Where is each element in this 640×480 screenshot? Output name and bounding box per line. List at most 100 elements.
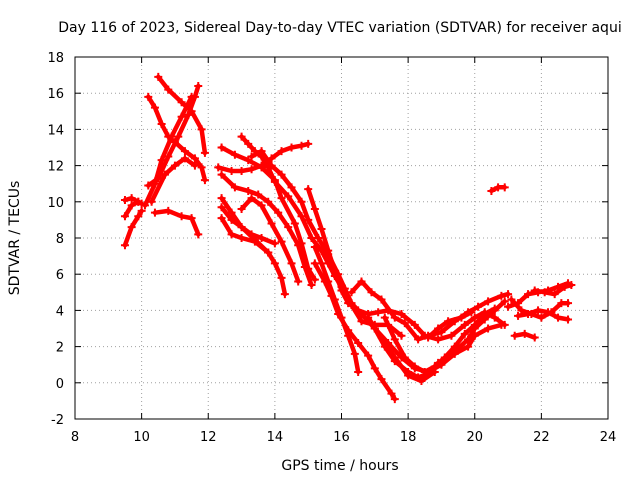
data-point-marker (147, 197, 156, 206)
data-point-marker (327, 291, 336, 300)
data-point-marker (190, 154, 199, 163)
data-point-marker (304, 185, 313, 194)
y-tick-label: 16 (47, 87, 64, 102)
data-point-marker (180, 147, 189, 156)
data-point-marker (127, 223, 136, 232)
series-arc-7 (140, 92, 196, 210)
data-point-marker (530, 333, 539, 342)
series-arc-27 (487, 183, 509, 195)
data-point-marker (540, 288, 549, 297)
series-arc-10 (217, 143, 319, 284)
data-point-marker (470, 320, 479, 329)
data-point-marker (507, 295, 516, 304)
data-point-marker (550, 290, 559, 299)
x-tick-label: 14 (267, 430, 284, 445)
y-tick-label: 10 (47, 196, 64, 211)
data-point-marker (374, 308, 383, 317)
data-point-marker (230, 183, 239, 192)
series-arc-8 (147, 154, 199, 206)
data-point-marker (237, 205, 246, 214)
data-point-marker (144, 92, 153, 101)
data-point-marker (277, 147, 286, 156)
data-point-marker (357, 317, 366, 326)
data-point-marker (310, 205, 319, 214)
data-point-marker (184, 110, 193, 119)
data-point-marker (197, 125, 206, 134)
data-point-marker (544, 308, 553, 317)
data-point-marker (257, 161, 266, 170)
data-point-marker (497, 291, 506, 300)
data-point-marker (267, 219, 276, 228)
data-point-marker (264, 248, 273, 257)
data-point-marker (390, 313, 399, 322)
data-point-marker (377, 295, 386, 304)
data-point-marker (440, 353, 449, 362)
data-point-marker (134, 197, 143, 206)
y-tick-label: 12 (47, 160, 64, 175)
series-arc-14 (217, 214, 273, 257)
data-point-marker (307, 281, 316, 290)
data-point-marker (520, 329, 529, 338)
data-point-marker (257, 147, 266, 156)
y-axis-tick-labels: -2 0 2 4 6 8 10 12 14 16 18 (47, 51, 64, 428)
data-point-marker (194, 230, 203, 239)
data-point-marker (164, 152, 173, 161)
data-point-marker (444, 317, 453, 326)
data-point-marker (250, 237, 259, 246)
data-point-marker (247, 230, 256, 239)
data-point-marker (264, 197, 273, 206)
series-arc-30 (514, 306, 573, 324)
series-arc-26 (424, 308, 476, 342)
data-point-marker (217, 170, 226, 179)
data-point-marker (144, 181, 153, 190)
data-point-marker (314, 234, 323, 242)
x-tick-label: 8 (71, 430, 79, 445)
series-line (219, 145, 318, 282)
data-point-marker (177, 112, 186, 121)
data-point-marker (320, 277, 329, 286)
data-point-marker (490, 313, 499, 322)
data-point-marker (350, 349, 359, 358)
data-point-marker (247, 165, 256, 174)
x-tick-label: 24 (600, 430, 617, 445)
series-arc-31 (530, 281, 576, 299)
x-tick-label: 10 (133, 430, 150, 445)
data-point-marker (364, 313, 373, 322)
data-point-marker (317, 224, 326, 233)
data-point-marker (197, 163, 206, 172)
data-point-marker (397, 331, 406, 340)
data-point-marker (347, 288, 356, 297)
data-point-marker (227, 215, 236, 224)
data-point-marker (157, 156, 166, 165)
data-point-marker (187, 214, 196, 223)
x-tick-label: 12 (200, 430, 217, 445)
data-point-marker (257, 201, 266, 210)
data-point-marker (277, 273, 286, 282)
data-point-marker (164, 85, 173, 94)
data-point-marker (157, 119, 166, 128)
data-point-marker (354, 367, 363, 376)
data-point-marker (567, 281, 576, 290)
data-point-marker (364, 351, 373, 360)
data-point-marker (474, 302, 483, 311)
data-point-marker (304, 215, 313, 224)
data-point-marker (237, 234, 246, 242)
series-arc-9 (150, 206, 203, 239)
y-tick-label: 8 (56, 232, 64, 247)
data-point-marker (217, 194, 226, 203)
data-point-marker (564, 299, 573, 308)
data-point-marker (160, 170, 169, 179)
data-point-marker (140, 201, 149, 210)
data-point-marker (390, 335, 399, 344)
series-line (122, 208, 144, 248)
data-point-marker (177, 212, 186, 221)
data-point-marker (387, 389, 396, 398)
data-point-marker (564, 315, 573, 324)
data-point-marker (484, 324, 493, 333)
data-point-marker (297, 212, 306, 221)
data-point-marker (287, 183, 296, 192)
data-point-marker (510, 331, 519, 340)
data-point-marker (267, 161, 276, 170)
chart-title: Day 116 of 2023, Sidereal Day-to-day VTE… (58, 20, 621, 36)
data-point-marker (270, 259, 279, 268)
